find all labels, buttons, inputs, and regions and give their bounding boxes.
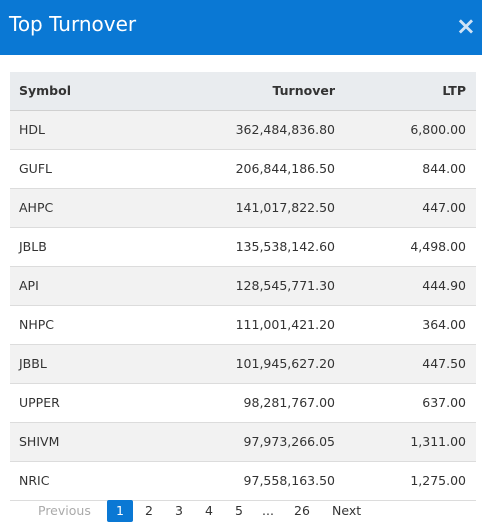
- page-button[interactable]: 1: [107, 500, 133, 522]
- table-row: JBBL 101,945,627.20 447.50: [10, 345, 476, 384]
- table-row: NHPC 111,001,421.20 364.00: [10, 306, 476, 345]
- table-header-row: Symbol Turnover LTP: [10, 72, 476, 111]
- table-row: AHPC 141,017,822.50 447.00: [10, 189, 476, 228]
- table-cell: 98,281,767.00: [243, 395, 335, 410]
- table-cell: 4,498.00: [410, 239, 466, 254]
- modal-title: Top Turnover: [9, 12, 137, 36]
- page-button[interactable]: 4: [205, 503, 213, 518]
- table-row: GUFL 206,844,186.50 844.00: [10, 150, 476, 189]
- table-cell: API: [19, 278, 39, 293]
- table-cell: HDL: [19, 122, 45, 137]
- page-button[interactable]: 26: [294, 503, 310, 518]
- page-button[interactable]: 2: [145, 503, 153, 518]
- table-row: SHIVM 97,973,266.05 1,311.00: [10, 423, 476, 462]
- table-row: UPPER 98,281,767.00 637.00: [10, 384, 476, 423]
- column-header: LTP: [442, 83, 466, 98]
- table-cell: 135,538,142.60: [235, 239, 335, 254]
- table-cell: AHPC: [19, 200, 54, 215]
- table-row: HDL 362,484,836.80 6,800.00: [10, 111, 476, 150]
- turnover-table: Symbol Turnover LTP HDL 362,484,836.80 6,800.…: [10, 72, 476, 501]
- column-header: Symbol: [19, 83, 71, 98]
- table-cell: UPPER: [19, 395, 60, 410]
- table-cell: 101,945,627.20: [235, 356, 335, 371]
- next-button[interactable]: Next: [332, 503, 362, 518]
- table-cell: 844.00: [422, 161, 466, 176]
- table-cell: 444.90: [422, 278, 466, 293]
- table-cell: 97,973,266.05: [243, 434, 335, 449]
- table-cell: SHIVM: [19, 434, 60, 449]
- table-row: NRIC 97,558,163.50 1,275.00: [10, 462, 476, 501]
- column-header: Turnover: [272, 83, 336, 98]
- table-cell: 362,484,836.80: [235, 122, 335, 137]
- page-button[interactable]: ...: [262, 503, 274, 518]
- table-cell: 637.00: [422, 395, 466, 410]
- table-row: JBLB 135,538,142.60 4,498.00: [10, 228, 476, 267]
- previous-button[interactable]: Previous: [38, 503, 91, 518]
- table-cell: 206,844,186.50: [235, 161, 335, 176]
- modal-header: Top Turnover ×: [0, 0, 482, 55]
- table-cell: 364.00: [422, 317, 466, 332]
- close-button[interactable]: ×: [455, 12, 476, 40]
- table-cell: 447.50: [422, 356, 466, 371]
- table-cell: 97,558,163.50: [243, 473, 335, 488]
- table-cell: 111,001,421.20: [235, 317, 335, 332]
- table-row: API 128,545,771.30 444.90: [10, 267, 476, 306]
- table-cell: 141,017,822.50: [235, 200, 335, 215]
- table-cell: NRIC: [19, 473, 50, 488]
- table-cell: JBBL: [19, 356, 47, 371]
- table-cell: 447.00: [422, 200, 466, 215]
- table-cell: 1,275.00: [410, 473, 466, 488]
- pagination: Previous 1 2 3 4 5... 26 Next: [0, 500, 482, 530]
- table-cell: GUFL: [19, 161, 52, 176]
- table-cell: 6,800.00: [410, 122, 466, 137]
- table-cell: 1,311.00: [410, 434, 466, 449]
- page-button[interactable]: 3: [175, 503, 183, 518]
- table-cell: NHPC: [19, 317, 55, 332]
- table-cell: 128,545,771.30: [235, 278, 335, 293]
- page-button[interactable]: 5: [235, 503, 243, 518]
- table-cell: JBLB: [19, 239, 47, 254]
